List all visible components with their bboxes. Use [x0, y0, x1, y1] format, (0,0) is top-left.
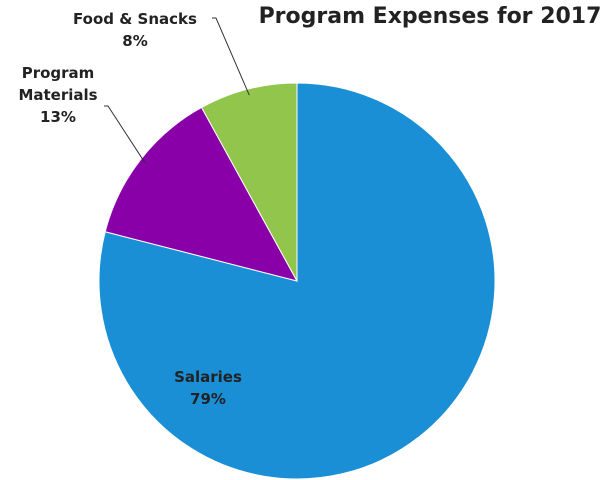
- pie-slice: [200, 82, 298, 282]
- leader-line: [212, 17, 250, 96]
- value-label: 8%: [122, 32, 148, 50]
- pie-slice: [104, 106, 298, 282]
- slice-label: Food & Snacks 8%: [60, 8, 210, 52]
- value-label: 79%: [190, 390, 226, 408]
- leader-line: [104, 105, 146, 164]
- slice-label: Program Materials 13%: [8, 62, 108, 128]
- category-label: Salaries: [174, 368, 242, 386]
- value-label: 13%: [40, 108, 76, 126]
- slice-label: Salaries 79%: [148, 366, 268, 410]
- category-label: Program Materials: [18, 64, 98, 104]
- chart-title: Program Expenses for 2017: [258, 4, 602, 29]
- category-label: Food & Snacks: [73, 10, 197, 28]
